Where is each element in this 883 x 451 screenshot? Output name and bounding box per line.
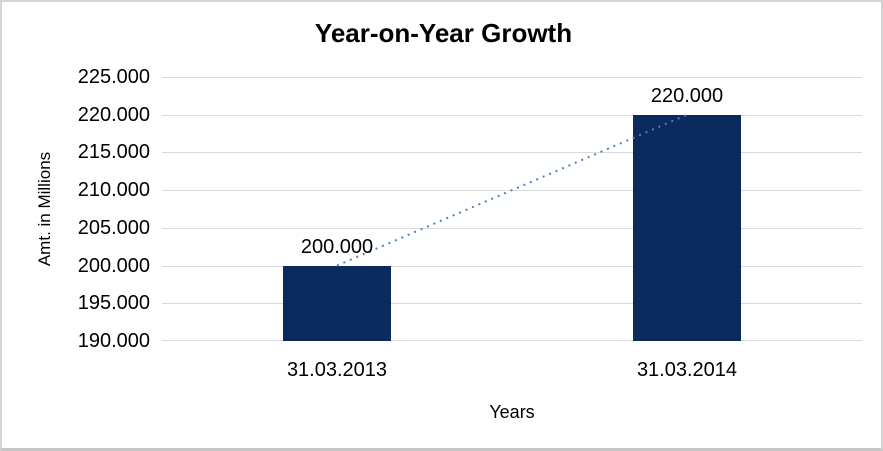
x-axis-title: Years: [489, 402, 535, 422]
x-tick-label: 31.03.2013: [286, 359, 388, 381]
bar-31.03.2013[interactable]: [283, 266, 391, 341]
gridline: [162, 77, 862, 78]
y-tick-label: 210.000: [77, 179, 150, 201]
bar-31.03.2014[interactable]: [633, 115, 741, 341]
gridline: [162, 190, 862, 191]
y-tick-label: 220.000: [77, 104, 150, 126]
y-tick-label: 195.000: [77, 292, 150, 314]
y-tick-label: 190.000: [77, 330, 150, 352]
x-tick-label: 31.03.2014: [636, 359, 738, 381]
y-tick-label: 225.000: [77, 66, 150, 88]
data-label: 220.000: [650, 85, 724, 107]
gridline: [162, 340, 862, 341]
data-label: 200.000: [300, 236, 374, 258]
gridline: [162, 152, 862, 153]
gridline: [162, 228, 862, 229]
y-axis-title-text: Amt. in Millions: [35, 151, 54, 267]
y-tick-label: 200.000: [77, 255, 150, 277]
gridline: [162, 266, 862, 267]
trendline: [336, 113, 688, 267]
gridline: [162, 303, 862, 304]
plot-area: [162, 77, 862, 341]
y-tick-label: 215.000: [77, 141, 150, 163]
chart-title: Year-on-Year Growth: [314, 18, 573, 48]
y-tick-label: 205.000: [77, 217, 150, 239]
gridline: [162, 115, 862, 116]
